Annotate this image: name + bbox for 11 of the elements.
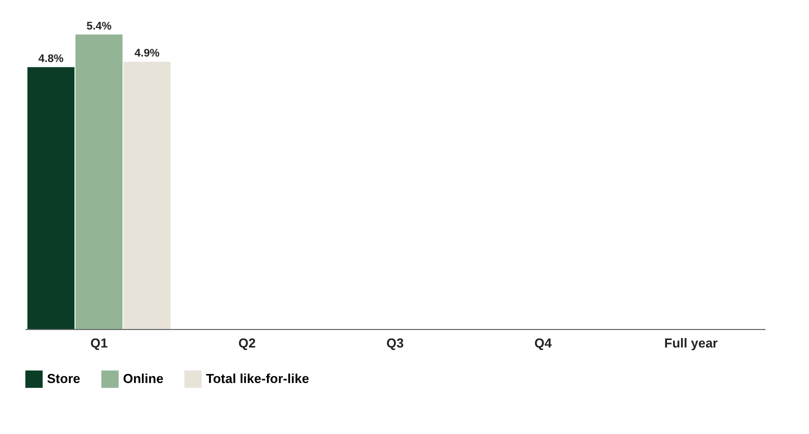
x-tick-label: Q4: [534, 336, 552, 350]
data-label: 4.8%: [38, 53, 64, 66]
x-tick-label: Q2: [238, 336, 256, 350]
data-label: 4.9%: [134, 48, 160, 60]
legend-label: Store: [47, 371, 80, 386]
legend-label: Online: [123, 371, 164, 386]
x-tick-label: Q3: [386, 336, 404, 350]
x-tick-label: Full year: [664, 336, 718, 350]
legend-label: Total like-for-like: [206, 371, 310, 386]
data-label: 5.4%: [86, 20, 112, 32]
x-tick-label: Q1: [90, 336, 108, 350]
